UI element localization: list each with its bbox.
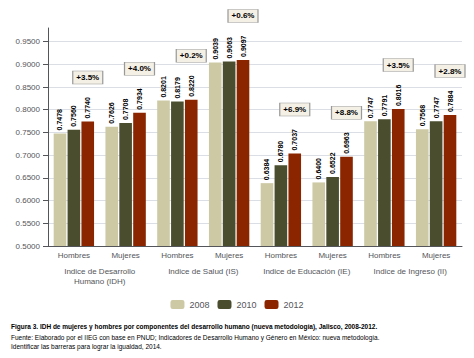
svg-text:0.9063: 0.9063 bbox=[226, 37, 233, 59]
svg-text:0.7884: 0.7884 bbox=[447, 91, 454, 113]
svg-text:0.8179: 0.8179 bbox=[174, 77, 181, 99]
svg-text:+6.9%: +6.9% bbox=[283, 105, 306, 114]
svg-text:Indice de Salud (IS): Indice de Salud (IS) bbox=[168, 267, 239, 276]
svg-text:Mujeres: Mujeres bbox=[215, 251, 243, 260]
svg-text:0.7626: 0.7626 bbox=[108, 102, 115, 124]
svg-text:2008: 2008 bbox=[189, 300, 209, 310]
svg-text:0.7934: 0.7934 bbox=[136, 88, 143, 110]
svg-text:+3.5%: +3.5% bbox=[387, 61, 410, 70]
svg-text:0.7500: 0.7500 bbox=[16, 128, 41, 137]
svg-text:0.6000: 0.6000 bbox=[16, 196, 41, 205]
svg-text:Mujeres: Mujeres bbox=[111, 251, 139, 260]
svg-text:0.6384: 0.6384 bbox=[263, 159, 270, 181]
svg-text:0.7568: 0.7568 bbox=[419, 105, 426, 127]
svg-text:0.8500: 0.8500 bbox=[16, 83, 41, 92]
svg-text:0.8220: 0.8220 bbox=[188, 75, 195, 97]
svg-text:Hombres: Hombres bbox=[265, 251, 297, 260]
svg-text:0.7708: 0.7708 bbox=[122, 98, 129, 120]
svg-text:0.7740: 0.7740 bbox=[84, 97, 91, 119]
svg-text:Mujeres: Mujeres bbox=[318, 251, 346, 260]
svg-text:0.7037: 0.7037 bbox=[291, 129, 298, 151]
svg-text:Humano (IDH): Humano (IDH) bbox=[74, 277, 126, 286]
svg-text:Figura 3. IDH de mujeres y hom: Figura 3. IDH de mujeres y hombres por c… bbox=[11, 323, 377, 331]
svg-text:2010: 2010 bbox=[236, 300, 256, 310]
svg-text:0.5000: 0.5000 bbox=[16, 242, 41, 251]
svg-text:Indice de Educación (IE): Indice de Educación (IE) bbox=[263, 267, 350, 276]
svg-text:0.7478: 0.7478 bbox=[56, 109, 63, 131]
svg-text:Identificar las barreras para: Identificar las barreras para lograr la … bbox=[11, 343, 162, 351]
svg-text:0.7791: 0.7791 bbox=[381, 95, 388, 117]
svg-text:Indice de Ingreso (II): Indice de Ingreso (II) bbox=[374, 267, 448, 276]
svg-text:Hombres: Hombres bbox=[161, 251, 193, 260]
svg-text:0.6780: 0.6780 bbox=[277, 141, 284, 163]
svg-text:+4.0%: +4.0% bbox=[128, 64, 151, 73]
svg-text:0.9039: 0.9039 bbox=[212, 38, 219, 60]
svg-text:+3.5%: +3.5% bbox=[76, 73, 99, 82]
svg-text:0.8201: 0.8201 bbox=[160, 76, 167, 98]
svg-text:0.9097: 0.9097 bbox=[240, 35, 247, 57]
svg-text:+0.6%: +0.6% bbox=[232, 11, 255, 20]
svg-text:+0.2%: +0.2% bbox=[180, 51, 203, 60]
svg-text:0.6500: 0.6500 bbox=[16, 173, 41, 182]
svg-text:0.6522: 0.6522 bbox=[329, 152, 336, 174]
svg-text:0.6400: 0.6400 bbox=[315, 158, 322, 180]
svg-text:Hombres: Hombres bbox=[368, 251, 400, 260]
svg-text:0.7000: 0.7000 bbox=[16, 151, 41, 160]
svg-text:0.6963: 0.6963 bbox=[343, 132, 350, 154]
svg-text:+2.8%: +2.8% bbox=[439, 67, 462, 76]
svg-text:0.7560: 0.7560 bbox=[70, 105, 77, 127]
svg-text:0.8000: 0.8000 bbox=[16, 105, 41, 114]
svg-text:Mujeres: Mujeres bbox=[422, 251, 450, 260]
svg-text:0.5500: 0.5500 bbox=[16, 219, 41, 228]
svg-text:Hombres: Hombres bbox=[58, 251, 90, 260]
svg-text:Fuente: Elaborado por el IIEG: Fuente: Elaborado por el IIEG con base e… bbox=[11, 334, 380, 342]
svg-text:0.7747: 0.7747 bbox=[367, 97, 374, 119]
svg-text:+8.8%: +8.8% bbox=[335, 108, 358, 117]
svg-text:0.8016: 0.8016 bbox=[395, 85, 402, 107]
svg-text:2012: 2012 bbox=[284, 300, 304, 310]
svg-text:0.9500: 0.9500 bbox=[16, 37, 41, 46]
svg-text:Indice de Desarrollo: Indice de Desarrollo bbox=[64, 267, 136, 276]
svg-text:0.9000: 0.9000 bbox=[16, 60, 41, 69]
svg-text:0.7747: 0.7747 bbox=[433, 97, 440, 119]
